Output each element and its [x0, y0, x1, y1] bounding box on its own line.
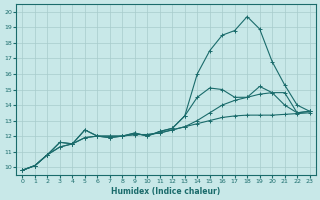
X-axis label: Humidex (Indice chaleur): Humidex (Indice chaleur): [111, 187, 221, 196]
